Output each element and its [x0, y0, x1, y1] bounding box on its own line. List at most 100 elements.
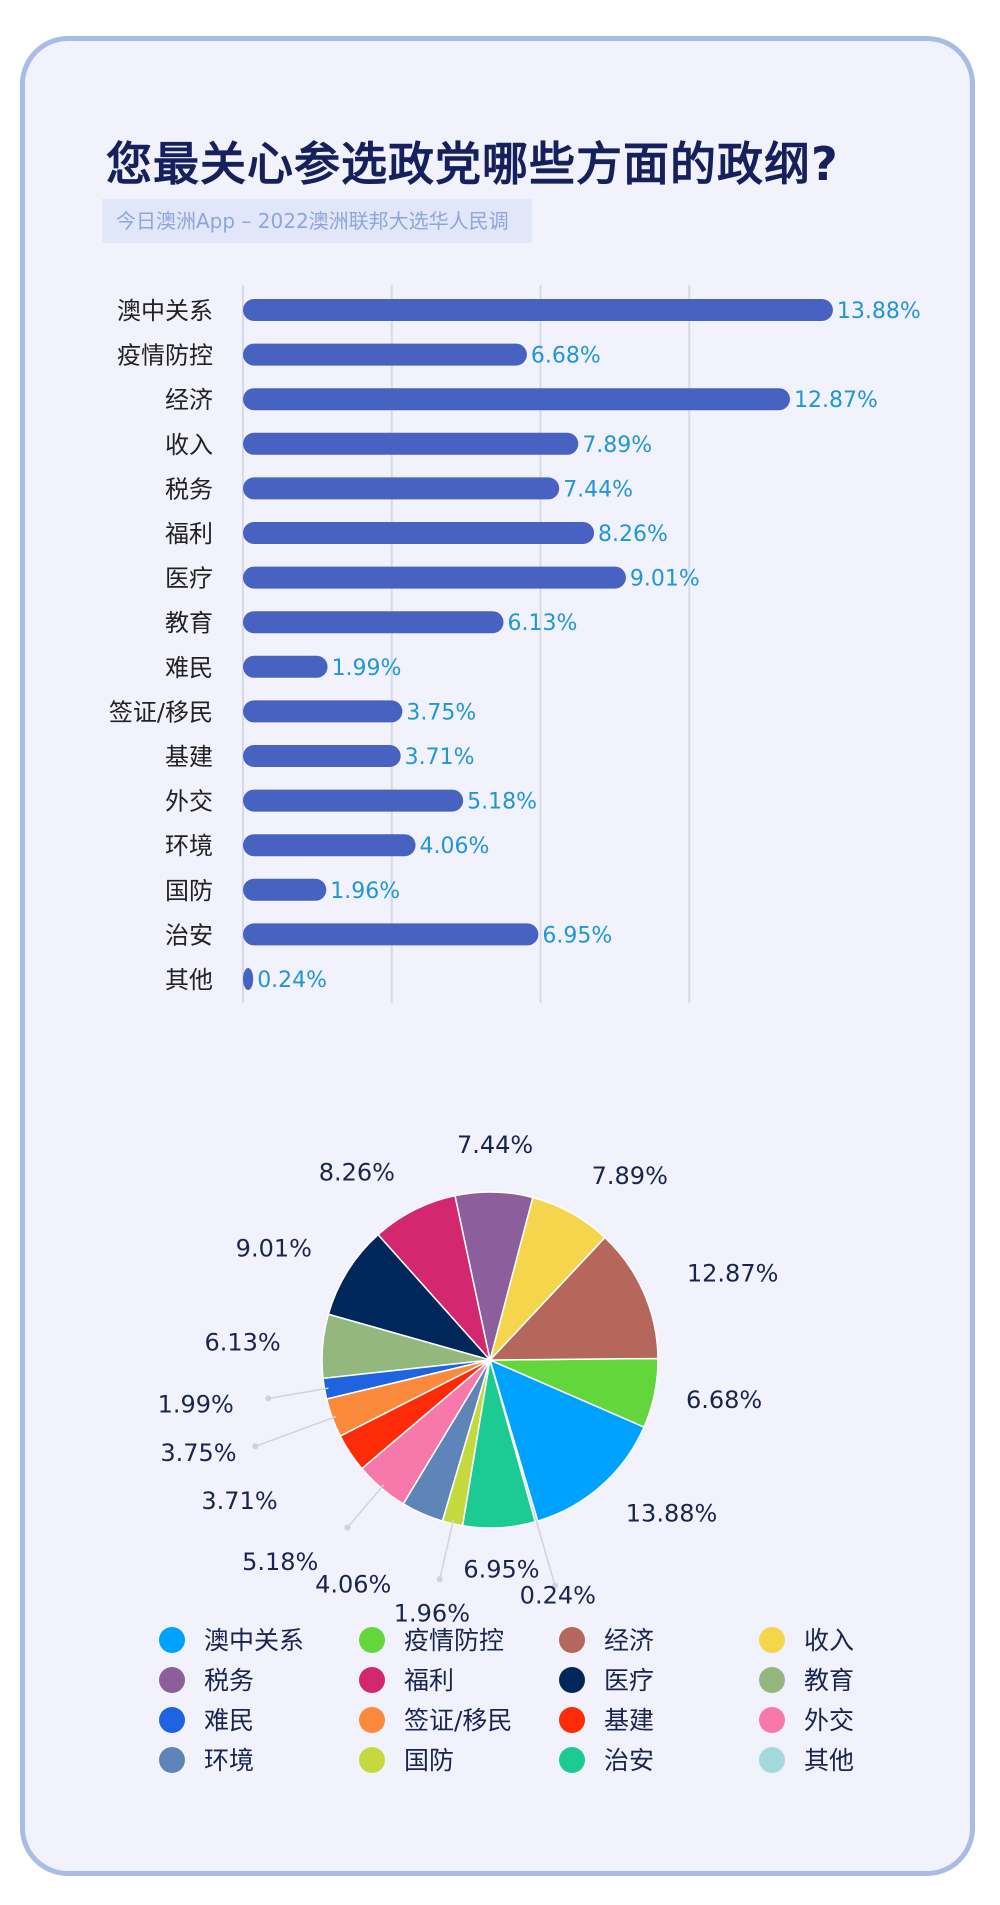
bar-mark — [243, 700, 403, 723]
legend-label: 收入 — [804, 1626, 854, 1655]
bar-mark — [243, 343, 527, 366]
pie-value-label: 3.75% — [160, 1439, 236, 1467]
bar-value-label: 12.87% — [794, 388, 878, 413]
legend-label: 治安 — [604, 1746, 654, 1775]
bar-mark — [243, 522, 595, 544]
bar-mark — [243, 878, 327, 901]
legend-swatch — [759, 1707, 785, 1733]
bar-category-label: 国防 — [165, 877, 213, 905]
pie-leader-line — [255, 1415, 337, 1447]
pie-leader-dot — [265, 1395, 272, 1402]
pie-value-label: 7.44% — [457, 1131, 533, 1159]
legend-swatch — [559, 1707, 585, 1733]
legend-swatch — [159, 1627, 185, 1653]
legend-label: 签证/移民 — [404, 1706, 512, 1735]
legend-label: 其他 — [804, 1746, 854, 1775]
pie-leader-dot — [552, 1582, 559, 1589]
legend-label: 国防 — [404, 1746, 454, 1775]
bar-value-label: 3.75% — [406, 700, 476, 725]
pie-leader-line — [438, 1519, 455, 1580]
bar-value-label: 7.44% — [563, 477, 633, 502]
bar-mark — [243, 477, 560, 500]
legend-label: 教育 — [804, 1666, 854, 1695]
bar-value-label: 13.88% — [837, 299, 921, 324]
bar-category-label: 难民 — [165, 654, 213, 682]
legend-label: 难民 — [204, 1706, 254, 1735]
chart-subtitle: 今日澳洲App – 2022澳洲联邦大选华人民调 — [102, 199, 532, 243]
bar-mark — [243, 566, 626, 589]
bar-category-label: 税务 — [165, 475, 213, 503]
pie-value-label: 6.13% — [204, 1329, 280, 1357]
legend-label: 基建 — [604, 1706, 654, 1735]
bar-category-label: 经济 — [165, 386, 213, 414]
legend-label: 税务 — [204, 1666, 254, 1695]
bar-category-label: 福利 — [165, 520, 213, 548]
bar-value-label: 4.06% — [420, 834, 490, 859]
bar-category-label: 其他 — [165, 966, 213, 994]
legend-label: 外交 — [804, 1706, 854, 1735]
legend-label: 医疗 — [604, 1666, 654, 1695]
legend-swatch — [759, 1627, 785, 1653]
bar-mark — [243, 299, 833, 321]
bar-category-label: 治安 — [165, 921, 213, 949]
bar-value-label: 8.26% — [598, 522, 668, 547]
legend-label: 疫情防控 — [404, 1626, 504, 1655]
pie-value-label: 8.26% — [319, 1159, 395, 1187]
bar-category-label: 医疗 — [165, 565, 213, 593]
bar-value-label: 1.99% — [332, 656, 402, 681]
legend-swatch — [759, 1747, 785, 1773]
bar-value-label: 3.71% — [405, 745, 475, 770]
bar-category-label: 环境 — [165, 832, 213, 860]
legend-label: 福利 — [404, 1666, 454, 1695]
pie-value-label: 6.68% — [686, 1386, 762, 1414]
pie-leader-dot — [436, 1576, 443, 1583]
bar-mark — [243, 789, 464, 812]
pie-value-label: 13.88% — [626, 1500, 718, 1528]
legend-swatch — [559, 1747, 585, 1773]
bar-value-label: 5.18% — [467, 790, 537, 815]
legend-swatch — [559, 1627, 585, 1653]
bar-category-label: 收入 — [165, 431, 213, 459]
pie-value-label: 3.71% — [201, 1487, 277, 1515]
pie-leader-line — [346, 1484, 385, 1529]
pie-slice — [377, 1194, 492, 1363]
bar-mark — [243, 655, 328, 678]
pie-leader-dot — [252, 1443, 259, 1450]
bar-mark — [243, 611, 504, 634]
pie-value-label: 4.06% — [315, 1570, 391, 1598]
pie-leader-line — [534, 1517, 556, 1587]
bar-category-label: 教育 — [165, 609, 213, 637]
bar-mark — [243, 923, 539, 946]
pie-leader-dot — [344, 1524, 351, 1531]
pie-value-label: 0.24% — [520, 1581, 596, 1609]
legend-swatch — [159, 1667, 185, 1693]
pie-value-label: 9.01% — [236, 1235, 312, 1263]
legend-swatch — [159, 1707, 185, 1733]
legend-swatch — [359, 1707, 385, 1733]
legend-swatch — [359, 1627, 385, 1653]
bar-category-label: 签证/移民 — [109, 698, 213, 726]
pie-value-label: 1.99% — [158, 1391, 234, 1419]
legend-label: 经济 — [604, 1626, 654, 1655]
legend-swatch — [359, 1667, 385, 1693]
pie-slice — [327, 1233, 493, 1362]
bar-value-label: 7.89% — [582, 433, 652, 458]
legend-label: 环境 — [204, 1746, 254, 1775]
bar-mark — [243, 432, 579, 455]
pie-value-label: 6.95% — [463, 1556, 539, 1584]
bar-category-label: 疫情防控 — [117, 342, 213, 370]
bar-value-label: 6.13% — [508, 611, 578, 636]
bar-mark — [243, 388, 790, 411]
pie-value-label: 5.18% — [242, 1548, 318, 1576]
bar-category-label: 基建 — [165, 743, 213, 771]
pie-value-label: 7.89% — [592, 1162, 668, 1190]
pie-value-label: 12.87% — [687, 1260, 779, 1288]
bar-mark — [243, 745, 401, 767]
legend-swatch — [359, 1747, 385, 1773]
bar-value-label: 0.24% — [257, 968, 327, 993]
pie-leader-line — [268, 1387, 329, 1400]
chart-card — [20, 36, 975, 1876]
bar-category-label: 澳中关系 — [117, 297, 213, 325]
bar-mark — [243, 968, 254, 990]
